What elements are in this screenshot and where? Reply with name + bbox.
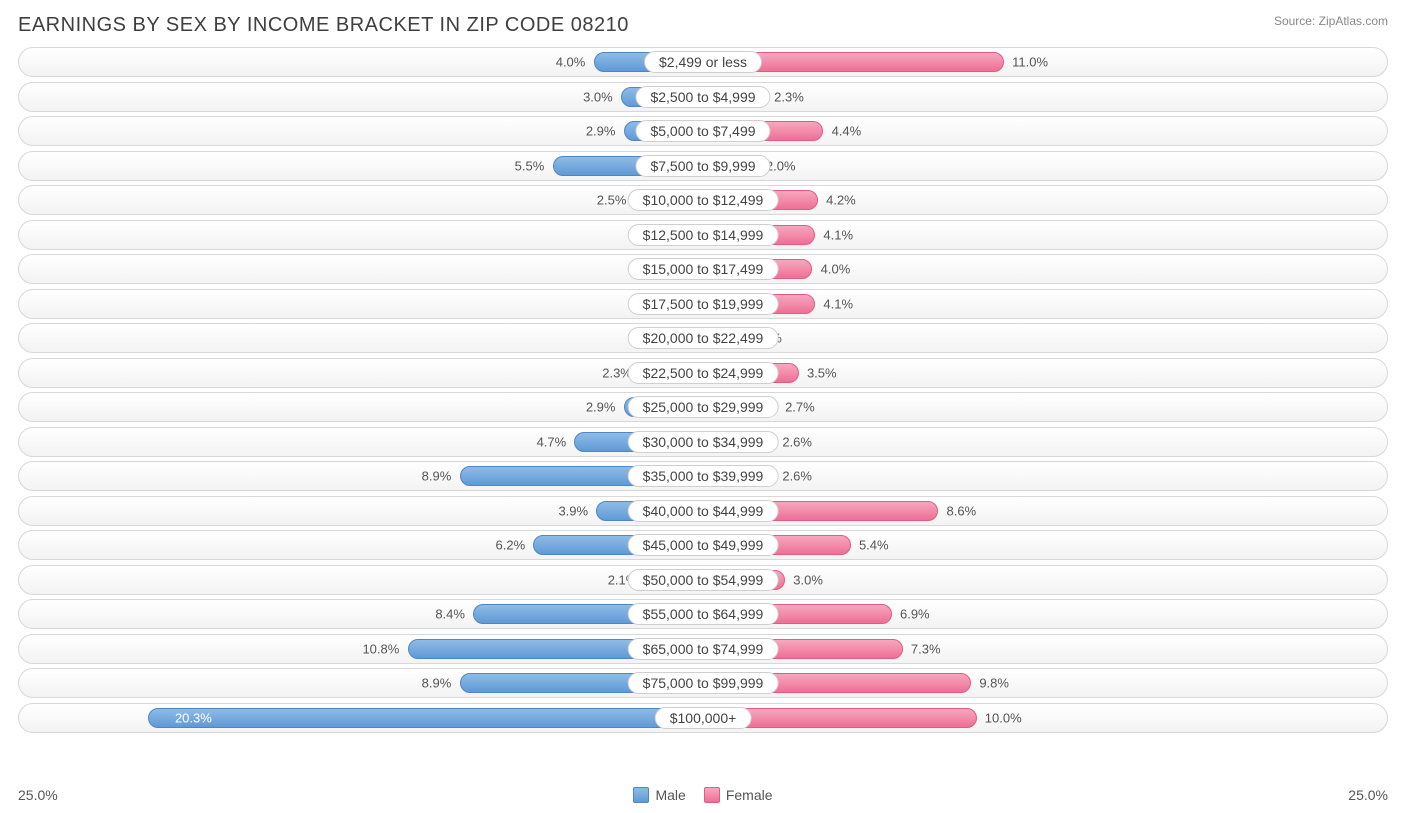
female-swatch bbox=[704, 787, 720, 803]
axis-max-right: 25.0% bbox=[1348, 787, 1388, 803]
legend-female-label: Female bbox=[726, 787, 773, 803]
bracket-label: $17,500 to $19,999 bbox=[628, 293, 779, 315]
female-value: 11.0% bbox=[1012, 55, 1048, 70]
male-value: 2.9% bbox=[586, 400, 616, 415]
male-value: 3.0% bbox=[583, 89, 613, 104]
chart-row: 20.3% 10.0% $100,000+ bbox=[18, 703, 1388, 733]
legend-male: Male bbox=[633, 787, 685, 803]
male-value: 4.0% bbox=[556, 55, 586, 70]
chart-row: 4.0% 11.0% $2,499 or less bbox=[18, 47, 1388, 77]
legend-female: Female bbox=[704, 787, 773, 803]
chart-row: 10.8% 7.3% $65,000 to $74,999 bbox=[18, 634, 1388, 664]
legend: Male Female bbox=[633, 787, 772, 803]
male-value: 4.7% bbox=[537, 434, 567, 449]
female-value: 4.1% bbox=[823, 296, 853, 311]
chart-title: EARNINGS BY SEX BY INCOME BRACKET IN ZIP… bbox=[18, 14, 629, 37]
male-value: 8.9% bbox=[422, 469, 452, 484]
diverging-bar-chart: 4.0% 11.0% $2,499 or less 3.0% 2.3% $2,500 to… bbox=[18, 47, 1388, 781]
female-value: 2.7% bbox=[785, 400, 815, 415]
female-value: 7.3% bbox=[911, 641, 941, 656]
bracket-label: $22,500 to $24,999 bbox=[628, 362, 779, 384]
female-value: 4.1% bbox=[823, 227, 853, 242]
chart-row: 4.7% 2.6%$30,000 to $34,999 bbox=[18, 427, 1388, 457]
female-value: 2.6% bbox=[782, 434, 812, 449]
male-value: 6.2% bbox=[496, 538, 526, 553]
bracket-label: $50,000 to $54,999 bbox=[628, 569, 779, 591]
bracket-label: $35,000 to $39,999 bbox=[628, 465, 779, 487]
female-value: 4.0% bbox=[821, 262, 851, 277]
bracket-label: $75,000 to $99,999 bbox=[628, 672, 779, 694]
female-value: 10.0% bbox=[985, 710, 1022, 725]
male-value: 8.4% bbox=[435, 607, 465, 622]
male-value: 10.8% bbox=[362, 641, 399, 656]
bracket-label: $100,000+ bbox=[655, 707, 752, 729]
bracket-label: $25,000 to $29,999 bbox=[628, 396, 779, 418]
bracket-label: $12,500 to $14,999 bbox=[628, 224, 779, 246]
bracket-label: $15,000 to $17,499 bbox=[628, 258, 779, 280]
female-value: 4.2% bbox=[826, 193, 856, 208]
chart-row: 1.1%4.0%$15,000 to $17,499 bbox=[18, 254, 1388, 284]
chart-row: 3.9% 8.6% $40,000 to $44,999 bbox=[18, 496, 1388, 526]
bracket-label: $2,500 to $4,999 bbox=[635, 86, 770, 108]
bracket-label: $45,000 to $49,999 bbox=[628, 534, 779, 556]
female-value: 8.6% bbox=[947, 503, 977, 518]
male-value: 5.5% bbox=[515, 158, 545, 173]
bracket-label: $7,500 to $9,999 bbox=[635, 155, 770, 177]
male-value: 8.9% bbox=[422, 676, 452, 691]
chart-row: 2.5% 4.2% $10,000 to $12,499 bbox=[18, 185, 1388, 215]
chart-row: 8.4% 6.9% $55,000 to $64,999 bbox=[18, 599, 1388, 629]
bracket-label: $30,000 to $34,999 bbox=[628, 431, 779, 453]
chart-row: 0.36%1.5%$20,000 to $22,499 bbox=[18, 323, 1388, 353]
bracket-label: $40,000 to $44,999 bbox=[628, 500, 779, 522]
axis-max-left: 25.0% bbox=[18, 787, 58, 803]
male-value: 20.3% bbox=[175, 710, 212, 725]
bracket-label: $20,000 to $22,499 bbox=[628, 327, 779, 349]
chart-row: 2.9% 2.7% $25,000 to $29,999 bbox=[18, 392, 1388, 422]
legend-male-label: Male bbox=[655, 787, 685, 803]
chart-row: 8.9% 9.8% $75,000 to $99,999 bbox=[18, 668, 1388, 698]
chart-row: 5.5%2.0%$7,500 to $9,999 bbox=[18, 151, 1388, 181]
female-value: 6.9% bbox=[900, 607, 930, 622]
chart-row: 2.9% 4.4% $5,000 to $7,499 bbox=[18, 116, 1388, 146]
male-value: 3.9% bbox=[558, 503, 588, 518]
female-value: 5.4% bbox=[859, 538, 889, 553]
source-attribution: Source: ZipAtlas.com bbox=[1274, 14, 1388, 28]
chart-row: 0.66%4.1%$12,500 to $14,999 bbox=[18, 220, 1388, 250]
chart-row: 3.0% 2.3% $2,500 to $4,999 bbox=[18, 82, 1388, 112]
female-value: 3.5% bbox=[807, 365, 837, 380]
male-bar bbox=[148, 708, 703, 728]
bracket-label: $65,000 to $74,999 bbox=[628, 638, 779, 660]
chart-row: 2.3%3.5%$22,500 to $24,999 bbox=[18, 358, 1388, 388]
bracket-label: $5,000 to $7,499 bbox=[635, 120, 770, 142]
female-value: 9.8% bbox=[979, 676, 1009, 691]
chart-row: 0.36%4.1%$17,500 to $19,999 bbox=[18, 289, 1388, 319]
chart-row: 2.1%3.0%$50,000 to $54,999 bbox=[18, 565, 1388, 595]
bracket-label: $2,499 or less bbox=[644, 51, 762, 73]
bracket-label: $10,000 to $12,499 bbox=[628, 189, 779, 211]
female-value: 3.0% bbox=[793, 572, 823, 587]
male-swatch bbox=[633, 787, 649, 803]
bracket-label: $55,000 to $64,999 bbox=[628, 603, 779, 625]
male-value: 2.9% bbox=[586, 124, 616, 139]
chart-row: 6.2% 5.4% $45,000 to $49,999 bbox=[18, 530, 1388, 560]
chart-row: 8.9% 2.6%$35,000 to $39,999 bbox=[18, 461, 1388, 491]
female-value: 4.4% bbox=[832, 124, 862, 139]
male-value: 2.5% bbox=[597, 193, 627, 208]
female-value: 2.6% bbox=[782, 469, 812, 484]
female-value: 2.3% bbox=[774, 89, 804, 104]
